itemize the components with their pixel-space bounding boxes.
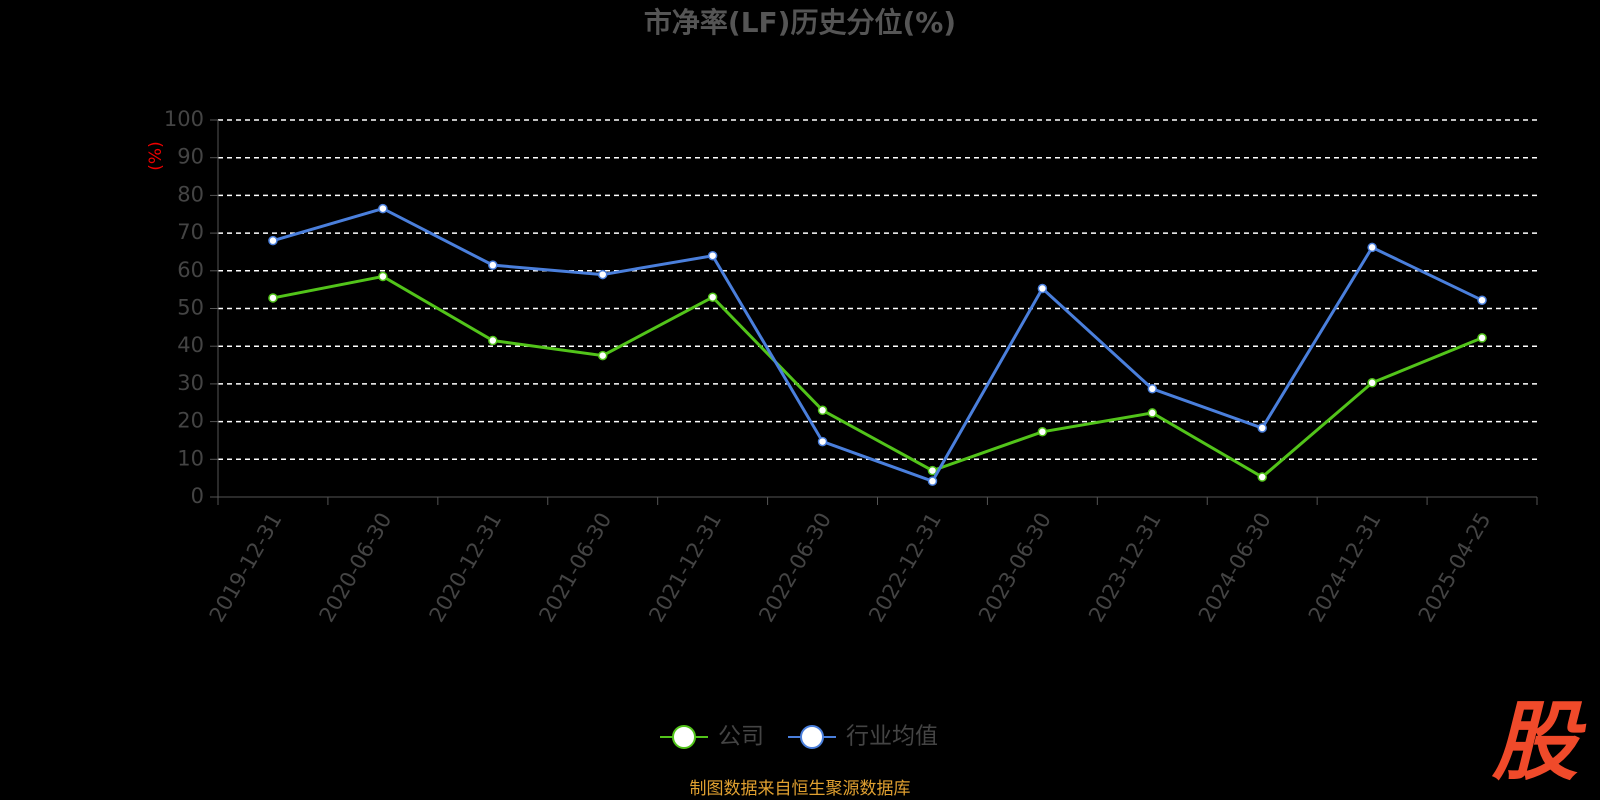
data-point (378, 203, 388, 214)
data-point (1147, 384, 1158, 394)
chart-title: 市净率(LF)历史分位(%) (644, 6, 956, 39)
legend-marker (672, 725, 696, 749)
data-point (268, 235, 278, 246)
y-tick-label: 50 (177, 296, 204, 320)
data-point (597, 269, 608, 280)
data-point (1257, 472, 1267, 482)
x-tick-label: 2020-12-31 (425, 508, 507, 626)
data-point (268, 293, 278, 303)
x-tick-label: 2022-12-31 (864, 508, 946, 626)
data-point (1257, 423, 1267, 433)
y-tick-label: 30 (177, 371, 204, 395)
data-point (378, 271, 388, 282)
y-tick-label: 0 (191, 484, 204, 508)
legend-label: 公司 (718, 724, 764, 750)
data-point (1367, 242, 1377, 253)
y-tick-label: 40 (177, 333, 204, 357)
legend-marker (800, 725, 824, 749)
x-tick-label: 2024-06-30 (1194, 509, 1276, 627)
legend-label: 行业均值 (846, 724, 938, 750)
series-line (272, 274, 1483, 479)
y-tick-label: 10 (177, 446, 204, 470)
data-point (1477, 333, 1487, 343)
series-line (272, 206, 1483, 484)
data-point (817, 405, 828, 416)
x-tick-label: 2019-12-31 (205, 509, 287, 627)
x-tick-label: 2020-06-30 (315, 509, 397, 627)
data-point (817, 436, 828, 447)
y-tick-label: 100 (164, 107, 204, 131)
data-point (1147, 408, 1158, 418)
x-tick-label: 2024-12-31 (1304, 509, 1386, 627)
x-tick-label: 2021-12-31 (644, 509, 726, 627)
x-tick-label: 2022-06-30 (754, 509, 836, 627)
x-tick-label: 2023-12-31 (1084, 509, 1166, 627)
data-point (927, 476, 938, 486)
data-point (707, 250, 718, 261)
data-point (1477, 295, 1487, 305)
data-point (1037, 283, 1048, 294)
data-point (707, 292, 718, 302)
y-axis-label: (%) (146, 141, 166, 170)
y-tick-label: 20 (177, 409, 204, 433)
y-tick-label: 70 (177, 220, 204, 244)
data-point (488, 260, 498, 270)
source-note: 制图数据来自恒生聚源数据库 (690, 779, 911, 799)
data-point (927, 465, 938, 476)
x-tick-label: 2023-06-30 (974, 509, 1056, 627)
y-tick-label: 80 (177, 182, 204, 206)
data-point (488, 335, 498, 346)
data-point (597, 350, 608, 361)
x-tick-label: 2021-06-30 (534, 509, 616, 627)
x-tick-label: 2025-04-25 (1414, 509, 1496, 627)
y-tick-label: 90 (177, 145, 204, 169)
y-tick-label: 60 (177, 258, 204, 282)
data-point (1367, 378, 1377, 388)
data-point (1037, 427, 1048, 437)
logo: 股 (1491, 692, 1587, 792)
